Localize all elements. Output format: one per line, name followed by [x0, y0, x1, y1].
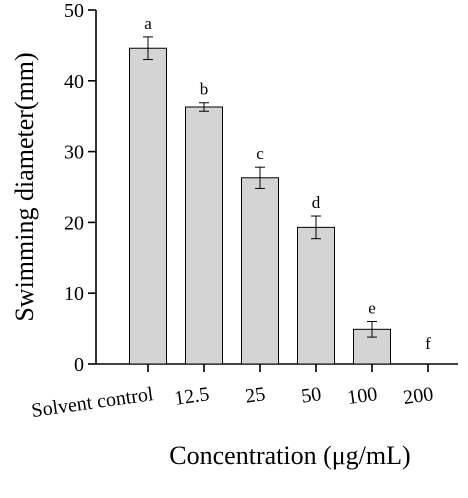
y-tick-label: 50 — [64, 0, 84, 22]
x-axis-title: Concentration (μg/mL) — [169, 441, 410, 470]
significance-letter: b — [200, 80, 209, 99]
x-tick-label: 50 — [300, 383, 323, 408]
y-tick-label: 40 — [64, 71, 84, 93]
x-tick-label: 25 — [244, 383, 267, 408]
significance-letter: f — [425, 334, 431, 353]
bars: a b c d e f — [129, 14, 431, 365]
x-tick-label: 100 — [346, 383, 379, 409]
y-tick-label: 30 — [64, 142, 84, 164]
bar — [129, 47, 167, 365]
y-tick-label: 10 — [64, 283, 84, 305]
bar — [241, 177, 279, 365]
x-tick-label: 200 — [402, 383, 435, 409]
bar — [185, 106, 223, 365]
y-axis-title: Swimming diameter(mm) — [10, 52, 39, 321]
bar — [297, 226, 335, 365]
y-tick-label: 20 — [64, 212, 84, 234]
x-ticks: Solvent control 12.5 25 50 100 200 — [30, 364, 435, 422]
significance-letter: c — [256, 144, 264, 163]
significance-letter: a — [144, 14, 152, 33]
significance-letter: e — [368, 299, 376, 318]
y-ticks: 0 10 20 30 40 50 — [64, 0, 96, 376]
y-tick-label: 0 — [74, 354, 84, 376]
x-tick-label: Solvent control — [30, 383, 155, 422]
significance-letter: d — [312, 193, 321, 212]
x-tick-label: 12.5 — [173, 383, 211, 410]
